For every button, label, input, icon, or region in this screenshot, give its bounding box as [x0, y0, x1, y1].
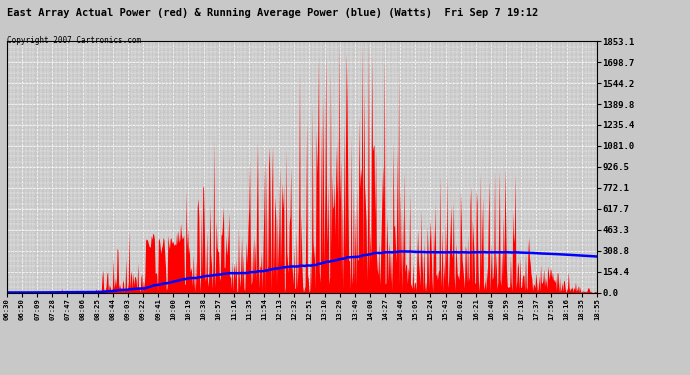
Text: Copyright 2007 Cartronics.com: Copyright 2007 Cartronics.com	[7, 36, 141, 45]
Text: East Array Actual Power (red) & Running Average Power (blue) (Watts)  Fri Sep 7 : East Array Actual Power (red) & Running …	[7, 8, 538, 18]
